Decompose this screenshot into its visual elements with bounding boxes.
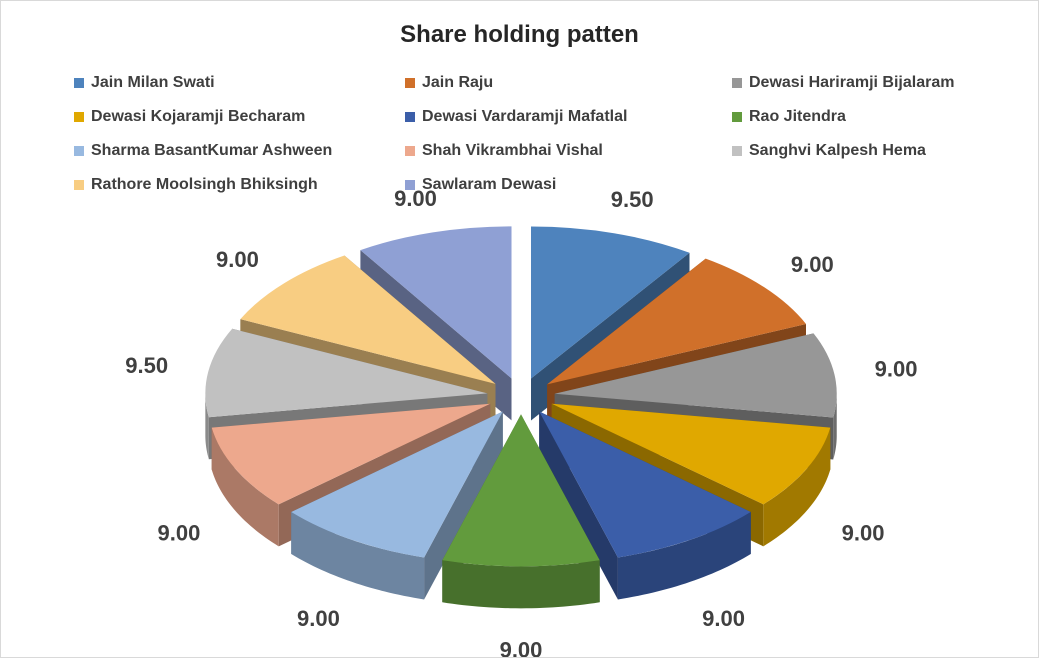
legend-item: Sanghvi Kalpesh Hema xyxy=(732,142,926,160)
legend-label: Dewasi Vardaramji Mafatlal xyxy=(422,108,628,125)
legend-swatch xyxy=(405,180,415,190)
data-label: 9.00 xyxy=(157,521,200,546)
data-label: 9.00 xyxy=(216,247,259,272)
legend-swatch xyxy=(74,112,84,122)
pie-slice xyxy=(291,411,503,600)
legend-item: Dewasi Hariramji Bijalaram xyxy=(732,74,954,92)
legend-swatch xyxy=(74,146,84,156)
pie-slice xyxy=(539,411,751,600)
legend-swatch xyxy=(74,78,84,88)
legend-swatch xyxy=(405,112,415,122)
pie-slice xyxy=(442,414,600,609)
legend-swatch xyxy=(405,146,415,156)
data-label: 9.00 xyxy=(791,252,834,277)
legend-label: Dewasi Hariramji Bijalaram xyxy=(749,74,955,91)
chart-title: Share holding patten xyxy=(400,21,639,48)
data-label: 9.50 xyxy=(611,187,654,212)
legend-label: Shah Vikrambhai Vishal xyxy=(422,142,603,159)
data-label: 9.00 xyxy=(875,356,918,381)
legend-swatch xyxy=(74,180,84,190)
legend-label: Sanghvi Kalpesh Hema xyxy=(749,142,926,159)
legend-item: Jain Raju xyxy=(405,74,493,92)
legend-label: Dewasi Kojaramji Becharam xyxy=(91,108,306,125)
legend-item: Sharma BasantKumar Ashween xyxy=(74,142,332,160)
legend-swatch xyxy=(732,78,742,88)
legend-label: Rathore Moolsingh Bhiksingh xyxy=(91,176,318,193)
legend-label: Jain Raju xyxy=(422,74,494,91)
data-label: 9.00 xyxy=(702,606,745,631)
legend-label: Sawlaram Dewasi xyxy=(422,176,557,193)
legend-label: Jain Milan Swati xyxy=(91,74,215,91)
legend-item: Rathore Moolsingh Bhiksingh xyxy=(74,176,318,194)
data-label: 9.00 xyxy=(842,521,885,546)
legend-item: Jain Milan Swati xyxy=(74,74,215,92)
legend-item: Dewasi Vardaramji Mafatlal xyxy=(405,108,627,126)
data-label: 9.00 xyxy=(500,638,543,657)
legend-item: Rao Jitendra xyxy=(732,108,846,126)
legend-label: Rao Jitendra xyxy=(749,108,846,125)
legend-item: Dewasi Kojaramji Becharam xyxy=(74,108,305,126)
legend-swatch xyxy=(405,78,415,88)
data-label: 9.50 xyxy=(125,353,168,378)
legend-item: Sawlaram Dewasi xyxy=(405,176,556,194)
legend-item: Shah Vikrambhai Vishal xyxy=(405,142,603,160)
data-label: 9.00 xyxy=(394,186,437,211)
data-label: 9.00 xyxy=(297,606,340,631)
legend-swatch xyxy=(732,112,742,122)
legend-swatch xyxy=(732,146,742,156)
legend-label: Sharma BasantKumar Ashween xyxy=(91,142,333,159)
